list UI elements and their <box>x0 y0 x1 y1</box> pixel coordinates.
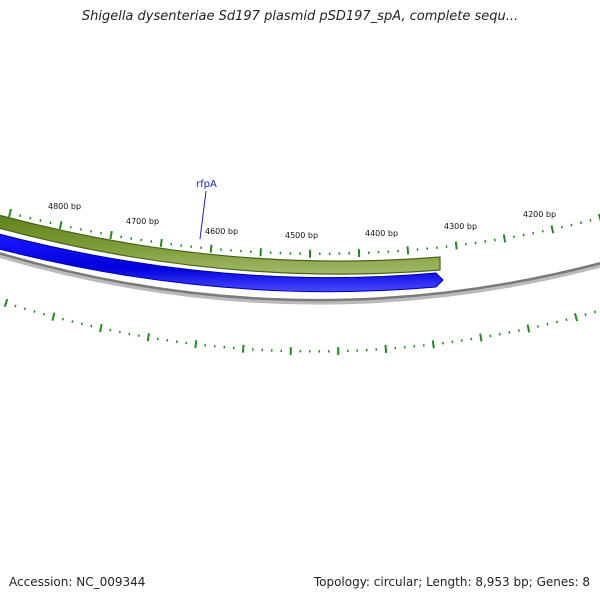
major-tick <box>146 333 150 342</box>
minor-tick <box>565 318 568 321</box>
major-tick <box>209 244 213 253</box>
accession-text: Accession: NC_009344 <box>9 575 146 589</box>
minor-tick <box>513 235 516 239</box>
minor-tick <box>489 334 492 338</box>
major-tick <box>384 344 388 353</box>
major-tick <box>58 220 63 230</box>
scale-labels: 4800 bp 4700 bp 4600 bp 4500 bp 4400 bp … <box>48 202 556 240</box>
major-tick <box>51 312 56 321</box>
major-tick <box>242 344 245 353</box>
minor-tick <box>555 320 558 324</box>
major-tick <box>109 230 113 240</box>
plasmid-backbone-shadow <box>0 252 600 305</box>
minor-tick <box>498 332 501 336</box>
inner-scale-ticks <box>3 298 597 356</box>
minor-tick <box>118 330 121 334</box>
minor-tick <box>517 329 520 332</box>
gene-label-rfpA[interactable]: rfpA <box>196 179 217 190</box>
scale-label: 4700 bp <box>126 217 159 226</box>
scale-label: 4600 bp <box>205 227 238 236</box>
minor-tick <box>589 219 592 222</box>
major-tick <box>598 213 600 223</box>
minor-tick <box>39 219 42 222</box>
minor-tick <box>570 223 573 227</box>
minor-tick <box>128 332 131 336</box>
scale-label: 4200 bp <box>523 210 556 219</box>
minor-tick <box>33 310 36 313</box>
minor-tick <box>593 310 597 314</box>
gene-feature-reverse[interactable] <box>0 233 444 293</box>
scale-label: 4800 bp <box>48 202 81 211</box>
gene-feature-forward[interactable] <box>0 214 441 275</box>
minor-tick <box>522 233 525 237</box>
major-tick <box>479 333 483 342</box>
major-tick <box>574 313 578 322</box>
minor-tick <box>14 304 17 308</box>
minor-tick <box>546 322 549 326</box>
minor-tick <box>536 325 539 328</box>
minor-tick <box>49 221 52 225</box>
gene-label-leader <box>199 190 207 240</box>
outer-scale-ticks <box>8 208 600 258</box>
major-tick <box>431 340 435 349</box>
minor-tick <box>23 307 27 311</box>
minor-tick <box>560 225 563 229</box>
scale-label: 4400 bp <box>365 229 398 238</box>
minor-tick <box>90 324 93 328</box>
major-tick <box>8 208 12 218</box>
major-tick <box>194 340 198 349</box>
major-tick <box>454 241 458 250</box>
minor-tick <box>100 231 103 235</box>
major-tick <box>99 323 103 333</box>
minor-tick <box>584 313 587 316</box>
minor-tick <box>508 331 511 334</box>
major-tick <box>502 234 507 243</box>
minor-tick <box>579 221 583 225</box>
scale-label: 4300 bp <box>444 222 477 231</box>
topology-text: Topology: circular; Length: 8,953 bp; Ge… <box>313 575 590 589</box>
major-tick <box>526 324 531 333</box>
minor-tick <box>71 320 74 323</box>
major-tick <box>3 298 9 308</box>
major-tick <box>406 246 410 255</box>
major-tick <box>159 238 163 248</box>
minor-tick <box>61 317 64 321</box>
plasmid-backbone <box>0 252 600 302</box>
minor-tick <box>42 312 46 316</box>
scale-label: 4500 bp <box>285 231 318 240</box>
minor-tick <box>29 216 32 220</box>
map-title: Shigella dysenteriae Sd197 plasmid pSD19… <box>81 9 519 24</box>
major-tick <box>550 225 555 234</box>
minor-tick <box>532 231 535 235</box>
minor-tick <box>89 230 92 233</box>
minor-tick <box>109 328 112 332</box>
minor-tick <box>80 322 83 326</box>
minor-tick <box>19 214 22 217</box>
